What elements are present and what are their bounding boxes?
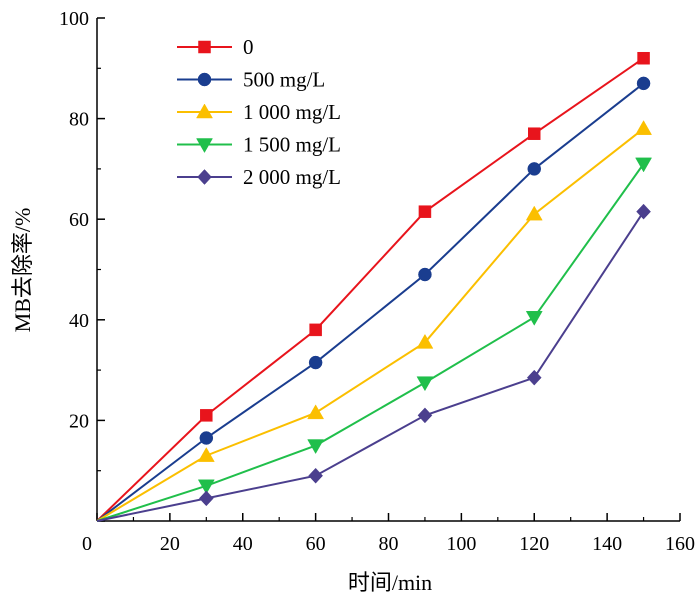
y-tick-label: 100 [59,8,89,30]
x-tick-label: 40 [233,533,253,555]
data-point [635,157,652,173]
x-axis-title: 时间/min [348,570,432,595]
data-point [307,404,325,420]
data-point [528,127,541,140]
data-point [525,311,543,326]
data-point [197,479,215,495]
legend: 0 500 mg/L 1 000 mg/L 1 500 mg/L 2 000 mg/L [177,35,341,189]
legend-label: 1 500 mg/L [243,133,341,157]
series-line [96,211,645,522]
x-tick-label: 20 [160,533,180,555]
data-point [525,205,543,221]
series-line [96,82,645,522]
legend-marker [196,138,213,154]
data-point [199,431,214,445]
legend-marker [197,169,212,185]
y-axis-title: MB去除率/% [10,208,35,333]
legend-item: 500 mg/L [177,68,325,92]
x-tick-label: 140 [592,533,622,555]
axes: 0 20 40 60 80 100 120 140 160 20 40 60 80 100 [59,8,695,555]
data-point [197,447,215,462]
series-1 [96,51,650,522]
data-point [416,376,434,392]
legend-label: 500 mg/L [243,68,325,92]
data-point [635,120,652,135]
x-tick-label: 0 [82,533,92,555]
data-point [526,369,542,386]
data-point [309,323,322,337]
series-3 [96,120,652,522]
y-tick-label: 40 [69,310,89,332]
legend-marker [197,72,212,87]
series-4 [96,157,652,522]
legend-marker [196,103,213,119]
data-point [636,76,651,91]
data-point [308,355,323,370]
y-tick-label: 20 [69,410,89,432]
legend-label: 2 000 mg/L [243,165,341,189]
x-tick-label: 100 [446,533,476,555]
legend-item: 0 [177,35,254,59]
y-tick-label: 60 [69,209,89,231]
legend-item: 1 500 mg/L [177,133,341,157]
x-tick-label: 60 [306,533,326,555]
data-point [637,51,650,65]
series-line [96,163,645,522]
series-5 [96,203,651,522]
data-point [418,205,432,218]
x-tick-label: 80 [379,533,399,555]
legend-label: 0 [243,35,254,59]
legend-marker [198,40,211,54]
data-point [417,407,433,424]
data-point [200,409,213,422]
data-point [418,267,432,282]
series-line [96,57,645,522]
series-layer [96,51,652,522]
data-point [636,203,651,220]
data-point [307,439,325,455]
legend-item: 2 000 mg/L [177,165,341,189]
data-point [416,333,434,349]
data-point [527,162,541,176]
data-point [198,490,214,507]
data-point [308,467,323,484]
legend-label: 1 000 mg/L [243,100,341,124]
legend-item: 1 000 mg/L [177,100,341,124]
series-2 [96,76,651,522]
x-tick-label: 120 [519,533,549,555]
series-line [96,127,645,522]
y-tick-label: 80 [69,109,89,131]
x-tick-label: 160 [665,533,695,555]
